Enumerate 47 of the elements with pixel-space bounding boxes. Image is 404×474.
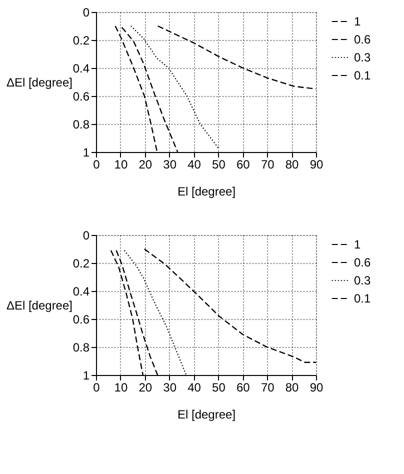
y-tick-label: 0.8 bbox=[72, 118, 90, 132]
line-series bbox=[130, 25, 219, 148]
x-tick-label: 70 bbox=[260, 158, 275, 172]
x-tick-label: 90 bbox=[310, 380, 324, 394]
y-tick-label: 0.6 bbox=[72, 90, 90, 104]
legend-label: 1 bbox=[354, 238, 361, 252]
x-tick-label: 70 bbox=[260, 380, 275, 394]
y-tick-label: 1 bbox=[82, 368, 90, 382]
x-tick-label: 30 bbox=[163, 380, 177, 394]
x-axis-title: El [degree] bbox=[177, 184, 236, 198]
x-tick-label: 20 bbox=[138, 158, 152, 172]
x-tick-label: 20 bbox=[138, 380, 152, 394]
legend-label: 0.6 bbox=[354, 256, 372, 270]
line-series bbox=[144, 248, 317, 363]
x-tick-label: 60 bbox=[236, 380, 250, 394]
x-tick-label: 60 bbox=[236, 158, 250, 172]
legend-label: 0.3 bbox=[354, 50, 372, 64]
legend-label: 0.6 bbox=[354, 32, 372, 46]
x-tick-label: 0 bbox=[93, 158, 100, 172]
y-tick-label: 0.6 bbox=[72, 312, 90, 326]
y-tick-label: 0 bbox=[82, 6, 90, 20]
x-tick-label: 50 bbox=[212, 158, 226, 172]
x-tick-label: 80 bbox=[285, 380, 300, 394]
y-tick-label: 0.2 bbox=[72, 34, 90, 48]
x-tick-label: 10 bbox=[114, 158, 128, 172]
legend-label: 0.1 bbox=[354, 292, 372, 306]
legend-label: 0.3 bbox=[354, 274, 372, 288]
y-axis-title: ΔEl [degree] bbox=[6, 76, 72, 90]
y-tick-label: 0.4 bbox=[72, 62, 90, 76]
x-tick-label: 40 bbox=[188, 158, 202, 172]
x-tick-label: 0 bbox=[93, 380, 100, 394]
x-tick-label: 30 bbox=[163, 158, 177, 172]
y-axis-title: ΔEl [degree] bbox=[6, 298, 72, 312]
x-tick-label: 80 bbox=[285, 158, 300, 172]
x-tick-label: 90 bbox=[310, 158, 324, 172]
x-tick-label: 50 bbox=[212, 380, 226, 394]
legend-label: 0.1 bbox=[354, 68, 372, 82]
y-tick-label: 0 bbox=[82, 228, 90, 242]
x-axis-title: El [degree] bbox=[177, 408, 236, 422]
y-tick-label: 0.8 bbox=[72, 340, 90, 354]
x-tick-label: 10 bbox=[114, 380, 128, 394]
y-tick-label: 1 bbox=[82, 146, 90, 160]
x-tick-label: 40 bbox=[188, 380, 202, 394]
y-tick-label: 0.4 bbox=[72, 284, 90, 298]
line-series bbox=[157, 25, 317, 90]
y-tick-label: 0.2 bbox=[72, 256, 90, 270]
legend-label: 1 bbox=[354, 14, 361, 28]
